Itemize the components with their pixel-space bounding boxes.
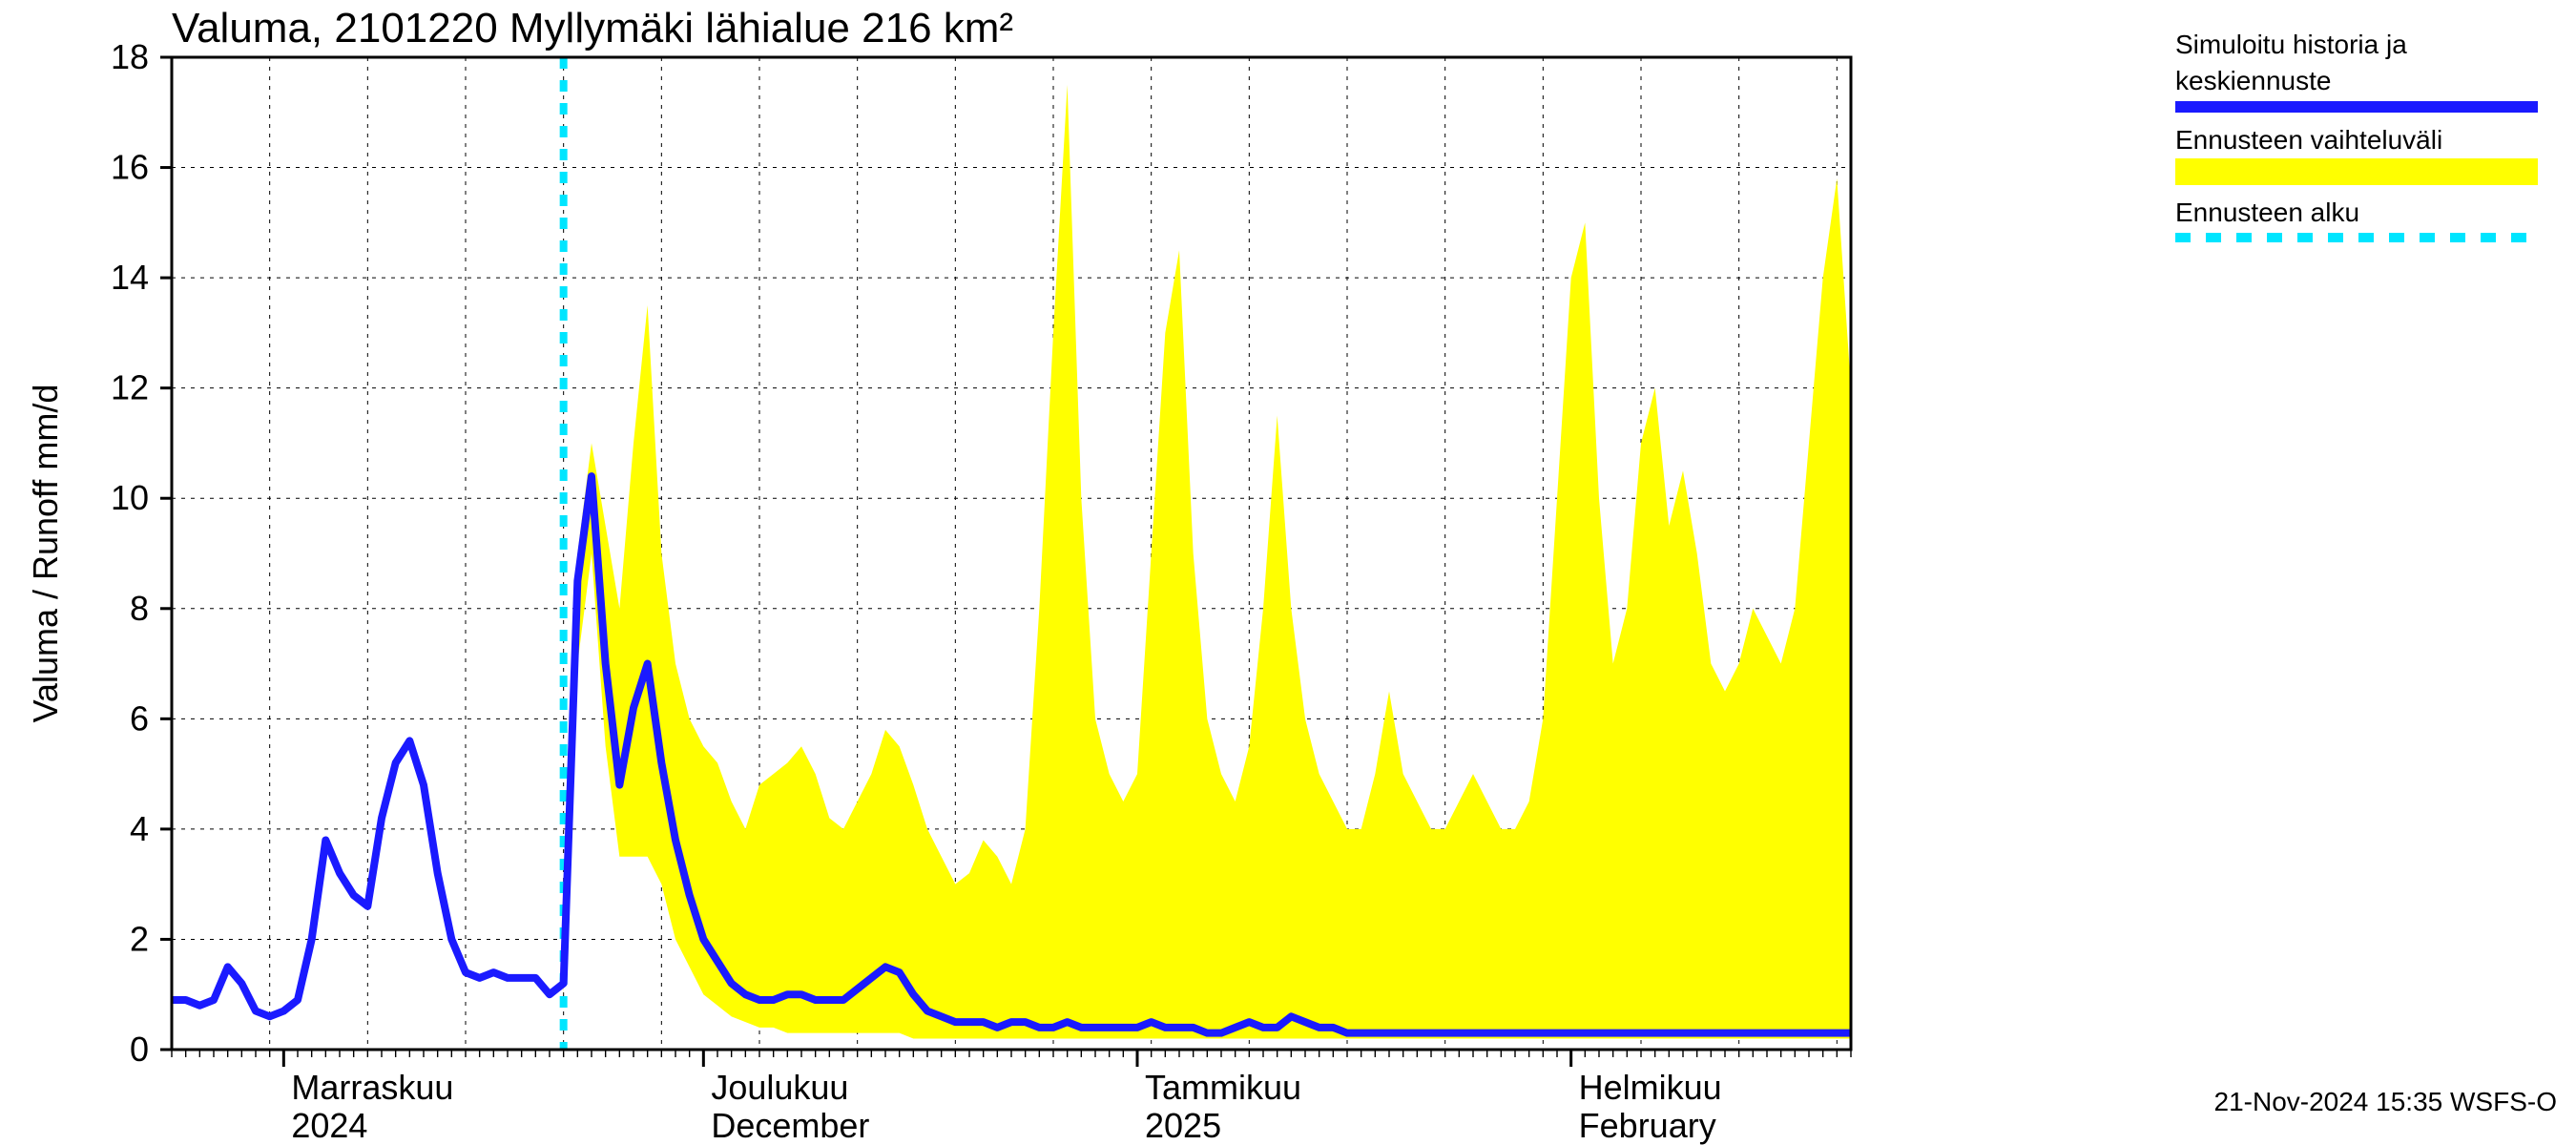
svg-text:2: 2 [130, 919, 149, 958]
svg-text:0: 0 [130, 1030, 149, 1069]
legend-label: Simuloitu historia ja [2175, 29, 2557, 61]
svg-text:Valuma, 2101220 Myllymäki lähi: Valuma, 2101220 Myllymäki lähialue 216 k… [172, 5, 1013, 52]
svg-text:16: 16 [111, 148, 149, 187]
svg-text:2024: 2024 [291, 1106, 367, 1145]
svg-text:2025: 2025 [1145, 1106, 1221, 1145]
svg-text:Marraskuu: Marraskuu [291, 1068, 453, 1107]
legend-swatch-yellow [2175, 159, 2538, 186]
svg-text:8: 8 [130, 589, 149, 628]
legend: Simuloitu historia ja keskiennuste Ennus… [2175, 29, 2557, 254]
svg-text:18: 18 [111, 37, 149, 76]
svg-text:December: December [711, 1106, 869, 1145]
svg-text:10: 10 [111, 478, 149, 517]
chart-footer-timestamp: 21-Nov-2024 15:35 WSFS-O [2214, 1086, 2558, 1116]
legend-item-forecast-start: Ennusteen alku [2175, 198, 2557, 243]
legend-item-simulated: Simuloitu historia ja keskiennuste [2175, 29, 2557, 112]
svg-text:Joulukuu: Joulukuu [711, 1068, 848, 1107]
legend-label: Ennusteen alku [2175, 198, 2557, 230]
svg-text:Valuma / Runoff mm/d: Valuma / Runoff mm/d [26, 385, 65, 723]
svg-text:12: 12 [111, 368, 149, 407]
svg-text:14: 14 [111, 258, 149, 297]
svg-text:4: 4 [130, 809, 149, 848]
svg-text:February: February [1579, 1106, 1716, 1145]
legend-item-range: Ennusteen vaihteluväli [2175, 123, 2557, 186]
legend-swatch-cyan [2175, 233, 2538, 242]
legend-label: keskiennuste [2175, 65, 2557, 97]
legend-swatch-blue [2175, 100, 2538, 112]
svg-text:6: 6 [130, 698, 149, 738]
svg-text:Helmikuu: Helmikuu [1579, 1068, 1722, 1107]
legend-label: Ennusteen vaihteluväli [2175, 123, 2557, 156]
svg-text:Tammikuu: Tammikuu [1145, 1068, 1301, 1107]
